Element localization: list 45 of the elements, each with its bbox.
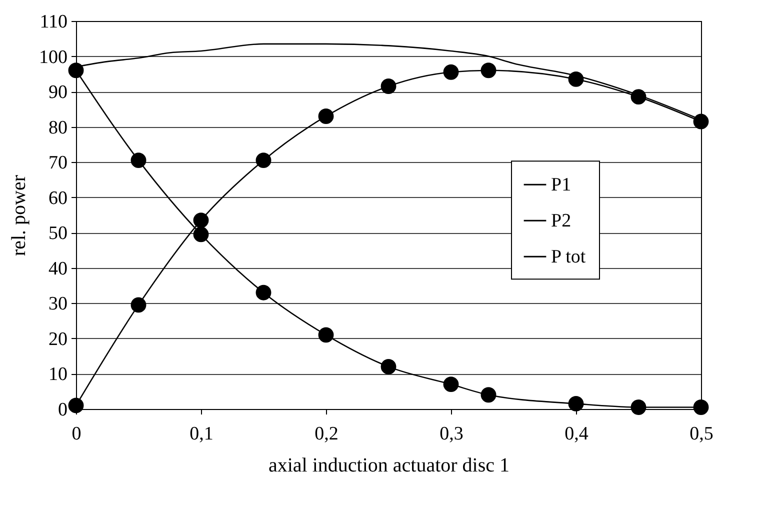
y-tick-label: 90	[48, 82, 68, 104]
point	[480, 62, 496, 78]
point	[193, 212, 209, 228]
point	[256, 152, 272, 168]
point	[568, 396, 584, 412]
point	[693, 114, 709, 130]
point	[318, 108, 334, 124]
y-tick-label: 0	[58, 400, 68, 420]
point	[568, 71, 584, 87]
point	[256, 284, 272, 300]
legend-label: P2	[551, 210, 572, 232]
point	[443, 376, 459, 392]
y-tick-label: 70	[48, 152, 68, 174]
point	[68, 62, 84, 78]
y-tick-label: 100	[39, 46, 68, 68]
x-tick-label: 0,5	[690, 424, 714, 444]
point	[130, 152, 146, 168]
point	[443, 64, 459, 80]
x-tick-label: 0	[72, 424, 82, 444]
legend-label: P tot	[551, 246, 586, 268]
y-tick-label: 50	[48, 223, 68, 244]
x-tick-label: 0,2	[314, 424, 338, 444]
y-tick-label: 30	[48, 294, 68, 315]
y-axis-title: rel. power	[8, 174, 30, 256]
point	[630, 400, 646, 415]
x-tick-label: 0,3	[440, 424, 464, 444]
x-tick-label: 0,4	[564, 424, 589, 444]
point	[318, 327, 334, 343]
y-tick-label: 80	[48, 117, 68, 138]
point	[380, 358, 396, 374]
legend-label: P1	[551, 174, 572, 196]
y-tick-label: 40	[48, 258, 68, 280]
y-tick-label: 110	[40, 12, 68, 32]
point	[193, 226, 209, 242]
point	[693, 400, 709, 415]
point	[130, 297, 146, 313]
point	[380, 78, 396, 94]
y-tick-label: 20	[48, 328, 68, 350]
point	[630, 89, 646, 105]
x-tick-label: 0,1	[190, 424, 214, 444]
y-tick-label: 10	[48, 364, 68, 386]
y-tick-label: 60	[48, 188, 68, 209]
point	[480, 387, 496, 403]
x-axis-title: axial induction actuator disc 1	[268, 454, 510, 476]
point	[68, 398, 84, 414]
